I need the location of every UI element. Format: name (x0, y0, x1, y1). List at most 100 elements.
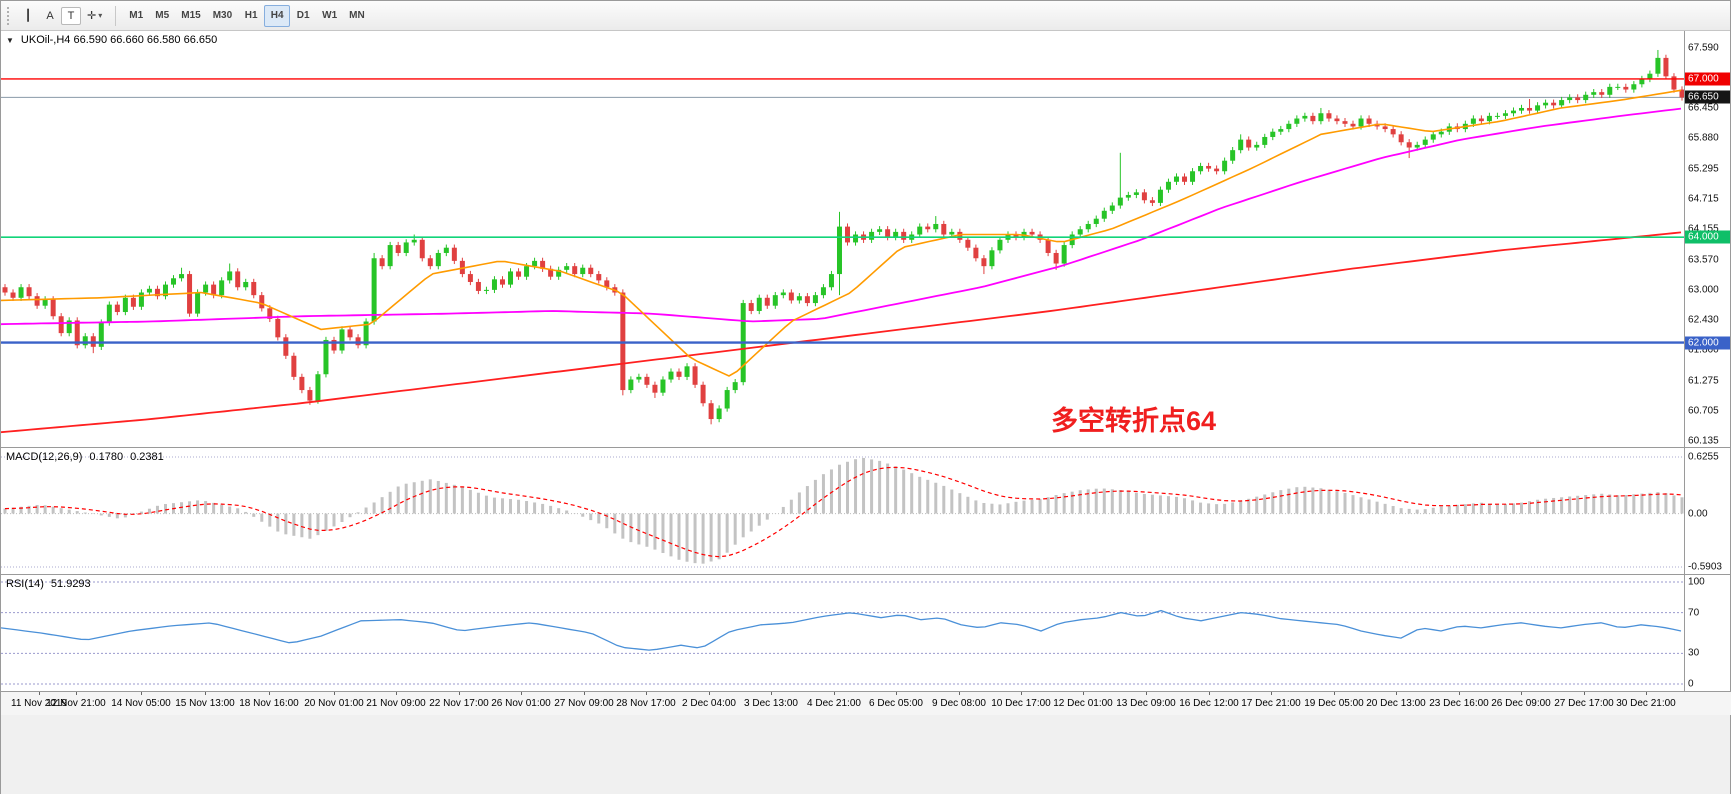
time-axis-label: 6 Dec 05:00 (869, 698, 923, 709)
timeframe-m5-button[interactable]: M5 (149, 5, 175, 27)
timeframe-h4-button[interactable]: H4 (264, 4, 291, 27)
macd-indicator-name: MACD(12,26,9) (6, 451, 83, 463)
text-tool-icon[interactable]: T (61, 6, 81, 25)
chevron-down-icon: ▾ (98, 11, 103, 20)
time-axis-label: 22 Nov 17:00 (429, 698, 489, 709)
macd-main-value: 0.1780 (89, 451, 124, 463)
time-tick-mark (1083, 692, 1084, 695)
time-tick-mark (141, 692, 142, 695)
time-axis-label: 20 Nov 01:00 (304, 698, 364, 709)
macd-scale[interactable]: 0.6255 0.00 -0.5903 (1684, 448, 1730, 574)
price-tick-label: 63.000 (1688, 284, 1719, 296)
timeframe-d1-button[interactable]: D1 (290, 5, 316, 27)
crosshair-tool-button[interactable]: ✛ ▾ (81, 5, 108, 27)
price-tick-label: 67.590 (1688, 42, 1719, 54)
arrow-label-tool-icon[interactable]: A (39, 5, 61, 27)
toolbar-separator (115, 5, 117, 26)
time-tick-mark (39, 692, 40, 695)
time-axis-label: 27 Dec 17:00 (1554, 698, 1614, 709)
toolbar-drag-handle[interactable] (7, 6, 11, 25)
rsi-label: RSI(14) 51.9293 (6, 578, 91, 590)
time-tick-mark (771, 692, 772, 695)
price-tick-label: 60.135 (1688, 435, 1719, 447)
time-tick-mark (1209, 692, 1210, 695)
time-axis-label: 11 Nov 2019 (11, 698, 67, 709)
time-tick-mark (584, 692, 585, 695)
time-axis-label: 18 Nov 16:00 (239, 698, 299, 709)
ma_fast-line (1, 89, 1682, 377)
rsi-line (1, 609, 1682, 651)
ma_mid-line (1, 107, 1682, 326)
price-chart-svg (1, 49, 1685, 434)
time-axis-label: 10 Dec 17:00 (991, 698, 1051, 709)
timeframe-m15-button[interactable]: M15 (175, 5, 206, 27)
macd-histogram (3, 457, 1684, 564)
time-axis-label: 28 Nov 17:00 (616, 698, 676, 709)
vertical-line-tool-icon[interactable]: ┃ (17, 5, 39, 27)
time-axis-label: 20 Dec 13:00 (1366, 698, 1426, 709)
rsi-tick-label: 30 (1688, 647, 1700, 659)
time-tick-mark (1646, 692, 1647, 695)
timeframe-w1-button[interactable]: W1 (316, 5, 343, 27)
price-tick-label: 65.295 (1688, 163, 1719, 175)
time-tick-mark (1584, 692, 1585, 695)
time-axis-label: 30 Dec 21:00 (1616, 698, 1676, 709)
time-tick-mark (1459, 692, 1460, 695)
time-axis-label: 15 Nov 13:00 (175, 698, 235, 709)
time-tick-mark (896, 692, 897, 695)
time-tick-mark (1021, 692, 1022, 695)
rsi-scale[interactable]: 100 70 30 0 (1684, 575, 1730, 691)
macd-chart-svg (1, 456, 1685, 568)
timeframe-m1-button[interactable]: M1 (123, 5, 149, 27)
chart-collapse-icon[interactable]: ▼ (6, 36, 14, 45)
time-axis-label: 21 Nov 09:00 (366, 698, 426, 709)
time-axis-label: 12 Nov 21:00 (46, 698, 106, 709)
time-tick-mark (646, 692, 647, 695)
time-axis-label: 26 Dec 09:00 (1491, 698, 1551, 709)
window-footer (1, 715, 1730, 794)
chart-annotation-text: 多空转折点64 (1051, 406, 1217, 436)
price-panel: ▼ UKOil-,H4 66.590 66.660 66.580 66.650 … (1, 31, 1730, 447)
macd-tick-label: 0.6255 (1688, 451, 1719, 463)
price-marker-67.000: 67.000 (1685, 72, 1730, 86)
time-tick-mark (1521, 692, 1522, 695)
rsi-indicator-name: RSI(14) (6, 578, 44, 590)
time-axis[interactable]: 11 Nov 2019 12 Nov 21:00 14 Nov 05:00 15 No… (1, 691, 1731, 715)
time-axis-label: 23 Dec 16:00 (1429, 698, 1489, 709)
rsi-panel: RSI(14) 51.9293 100 70 30 0 (1, 574, 1730, 691)
price-tick-label: 62.430 (1688, 314, 1719, 326)
price-tick-label: 65.880 (1688, 132, 1719, 144)
timeframe-mn-button[interactable]: MN (343, 5, 371, 27)
macd-panel: MACD(12,26,9) 0.1780 0.2381 0.6255 0.00 -0… (1, 447, 1730, 574)
price-marker-64.000: 64.000 (1685, 230, 1730, 244)
time-tick-mark (521, 692, 522, 695)
macd-signal-line (4, 466, 1683, 558)
time-tick-mark (76, 692, 77, 695)
rsi-chart-svg (1, 581, 1685, 685)
time-tick-mark (709, 692, 710, 695)
time-axis-label: 2 Dec 04:00 (682, 698, 736, 709)
macd-signal-value: 0.2381 (130, 451, 164, 463)
price-tick-label: 61.860 (1688, 344, 1719, 356)
time-axis-label: 19 Dec 05:00 (1304, 698, 1364, 709)
time-axis-label: 3 Dec 13:00 (744, 698, 798, 709)
time-tick-mark (334, 692, 335, 695)
macd-chart-area[interactable]: MACD(12,26,9) 0.1780 0.2381 (1, 448, 1685, 574)
timeframe-h1-button[interactable]: H1 (238, 5, 264, 27)
rsi-tick-label: 70 (1688, 607, 1700, 619)
time-tick-mark (834, 692, 835, 695)
price-scale[interactable]: 67.590 67.000 66.450 65.880 65.295 64.715 64.1… (1684, 31, 1730, 447)
chart-window: ▼ UKOil-,H4 66.590 66.660 66.580 66.650 … (1, 31, 1731, 715)
price-tick-label: 66.450 (1688, 102, 1719, 114)
rsi-tick-label: 100 (1688, 576, 1705, 588)
candles-series (2, 49, 1685, 425)
macd-label: MACD(12,26,9) 0.1780 0.2381 (6, 451, 164, 463)
ma_slow-line (1, 231, 1682, 434)
rsi-chart-area[interactable]: RSI(14) 51.9293 (1, 575, 1685, 691)
price-tick-label: 63.570 (1688, 254, 1719, 266)
price-chart-area[interactable]: ▼ UKOil-,H4 66.590 66.660 66.580 66.650 … (1, 31, 1685, 447)
time-tick-mark (459, 692, 460, 695)
price-marker-66.650: 66.650 (1685, 90, 1730, 104)
timeframe-m30-button[interactable]: M30 (207, 5, 238, 27)
